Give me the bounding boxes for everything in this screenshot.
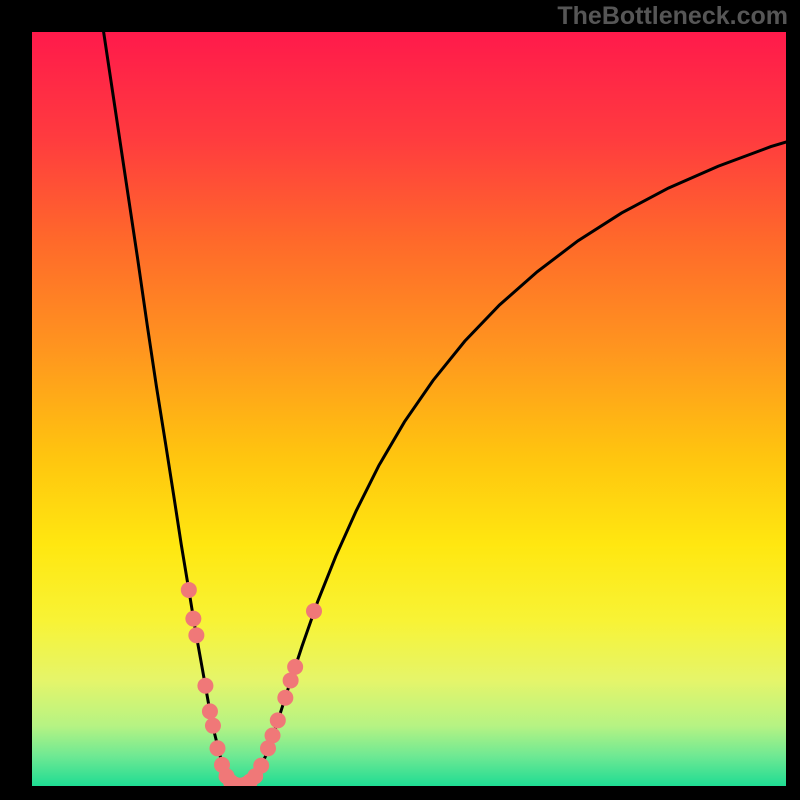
data-marker <box>277 690 293 706</box>
data-marker <box>181 582 197 598</box>
data-marker <box>283 672 299 688</box>
data-marker <box>253 758 269 774</box>
data-marker <box>205 718 221 734</box>
data-marker <box>197 678 213 694</box>
data-marker <box>185 611 201 627</box>
data-marker <box>209 740 225 756</box>
watermark-text: TheBottleneck.com <box>557 2 788 31</box>
chart-svg <box>32 32 786 786</box>
data-marker <box>202 703 218 719</box>
plot-area <box>32 32 786 786</box>
gradient-background <box>32 32 786 786</box>
data-marker <box>270 712 286 728</box>
data-marker <box>188 627 204 643</box>
data-marker <box>306 603 322 619</box>
data-marker <box>265 727 281 743</box>
data-marker <box>287 659 303 675</box>
